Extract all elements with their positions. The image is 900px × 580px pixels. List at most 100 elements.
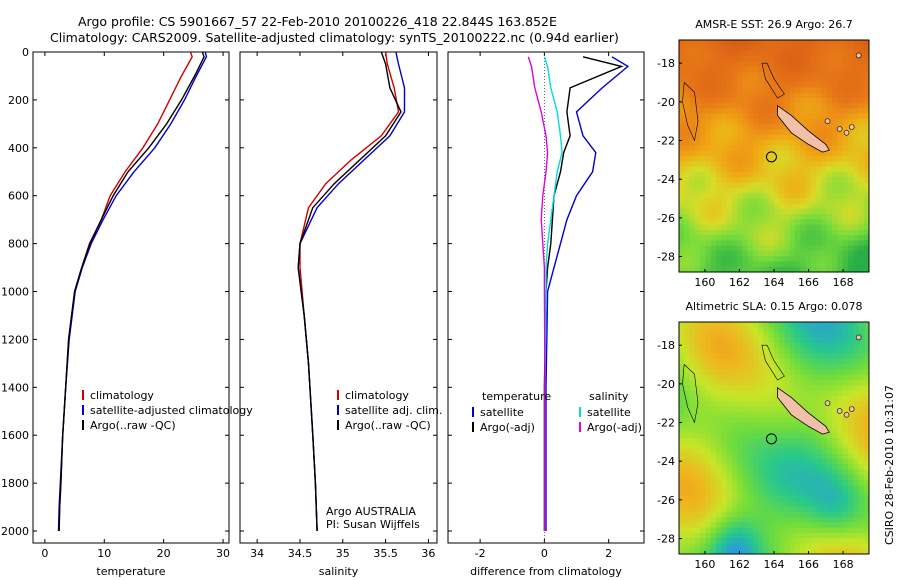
small-island (848, 124, 855, 130)
small-island (843, 130, 850, 136)
reef-contour (761, 344, 785, 381)
sla-map-argo-position-marker (765, 433, 777, 445)
difference-xtick-label: 2 (605, 547, 612, 560)
plots-layer: 0 10 20 30020040060080010001200140016001800… (1, 18, 870, 578)
sla-map-ytick-label: -20 (657, 378, 675, 391)
salinity-xtick-label: 34.5 (288, 547, 313, 560)
reef-contour (682, 363, 699, 424)
difference-axes-frame (447, 51, 645, 544)
temperature-xtick-label: 0 (41, 547, 48, 560)
temperature-series-satellite (57, 52, 208, 532)
sst-map-xtick-label: 164 (764, 276, 785, 289)
salinity-legend-entry: Argo(..raw -QC) (345, 419, 431, 432)
difference-panel: -2 0 2 difference from climatology temperatu… (447, 51, 645, 578)
difference-legend-heading: temperature (482, 390, 551, 403)
difference-xtick-label: 0 (541, 547, 548, 560)
sst-map-field (679, 40, 869, 272)
sla-map-ytick-label: -18 (657, 339, 675, 352)
depth-tick-label: 1800 (1, 477, 29, 490)
small-island (836, 126, 843, 132)
sla-map-title: Altimetric SLA: 0.15 Argo: 0.078 (685, 300, 862, 313)
new-caledonia-island (777, 386, 830, 435)
sst-map-xtick-label: 160 (694, 276, 715, 289)
salinity-series-argo (297, 52, 402, 532)
salinity-x-axis-label: salinity (319, 565, 359, 578)
salinity-axes-frame (239, 51, 438, 544)
depth-tick-label: 800 (8, 238, 29, 251)
sst-map-ytick-label: -24 (657, 173, 675, 186)
difference-legend-heading: salinity (589, 390, 629, 403)
sst-map-xtick-label: 166 (798, 276, 819, 289)
salinity-xtick-label: 35 (336, 547, 350, 560)
sst-map-ytick-label: -28 (657, 251, 675, 264)
sst-map-ytick-label: -26 (657, 212, 675, 225)
small-island (855, 52, 862, 59)
csiro-timestamp: CSIRO 28-Feb-2010 10:31:07 (883, 385, 896, 545)
difference-legend-entry: satellite (480, 406, 524, 419)
salinity-xtick-label: 35.5 (373, 547, 398, 560)
depth-tick-label: 1000 (1, 286, 29, 299)
temperature-legend-entry: Argo(..raw -QC) (90, 419, 176, 432)
sla-map-panel: Altimetric SLA: 0.15 Argo: 0.078 160 162 16… (657, 300, 870, 571)
sst-map-ytick-label: -22 (657, 135, 675, 148)
new-caledonia-island (777, 104, 830, 153)
small-island (843, 411, 850, 418)
depth-tick-label: 600 (8, 190, 29, 203)
sla-map-ytick-label: -28 (657, 533, 675, 546)
sst-map-ytick-label: -18 (657, 57, 675, 70)
small-island (855, 334, 862, 341)
sla-map-xtick-label: 168 (833, 558, 854, 571)
difference-legend-entry: Argo(-adj) (480, 421, 535, 434)
temperature-legend-entry: climatology (90, 389, 154, 402)
sla-map-xtick-label: 166 (798, 558, 819, 571)
small-island (824, 118, 831, 124)
difference-xtick-label: -2 (475, 547, 486, 560)
depth-tick-label: 0 (22, 46, 29, 59)
temperature-panel: 0 10 20 30 0 200 400 600 800 1000 1200 1400 1600 1800… (1, 46, 253, 578)
salinity-annotation: PI: Susan Wijffels (326, 518, 420, 531)
salinity-legend-entry: satellite adj. clim. (345, 404, 442, 417)
reef-contour (761, 62, 785, 99)
salinity-panel: 34 34.5 35 35.5 36 salinity climatology satelli… (239, 51, 442, 578)
sst-map-title: AMSR-E SST: 26.9 Argo: 26.7 (695, 18, 853, 31)
sla-map-xtick-label: 162 (729, 558, 750, 571)
temperature-xtick-label: 30 (216, 547, 230, 560)
depth-tick-label: 2000 (1, 525, 29, 538)
temperature-x-axis-label: temperature (96, 565, 165, 578)
small-island (824, 400, 831, 407)
sst-map-xtick-label: 168 (833, 276, 854, 289)
sla-map-ytick-label: -24 (657, 455, 675, 468)
salinity-xtick-label: 36 (421, 547, 435, 560)
sla-map-field (679, 322, 869, 554)
sst-map-xtick-label: 162 (729, 276, 750, 289)
difference-series-argo_diff (527, 56, 549, 531)
temperature-series-climatology (58, 52, 193, 532)
small-island (836, 408, 843, 414)
depth-tick-label: 400 (8, 142, 29, 155)
difference-legend-entry: Argo(-adj) (587, 421, 642, 434)
depth-tick-label: 1200 (1, 333, 29, 346)
sla-map-ytick-label: -26 (657, 494, 675, 507)
temperature-xtick-label: 20 (157, 547, 171, 560)
difference-legend-entry: satellite (587, 406, 631, 419)
temperature-legend-entry: satellite-adjusted climatology (90, 404, 253, 417)
depth-tick-label: 1600 (1, 429, 29, 442)
salinity-xtick-label: 34 (250, 547, 264, 560)
figure-title-line-1: Argo profile: CS 5901667_57 22-Feb-2010 … (78, 14, 557, 29)
salinity-annotation: Argo AUSTRALIA (326, 505, 416, 518)
sst-map-ytick-label: -20 (657, 96, 675, 109)
reef-contour (682, 81, 699, 142)
sla-map-ytick-label: -22 (657, 417, 675, 430)
salinity-legend-entry: climatology (345, 389, 409, 402)
difference-series-argo (543, 56, 624, 531)
sla-map-xtick-label: 160 (694, 558, 715, 571)
difference-series-satellite (545, 56, 630, 531)
difference-x-axis-label: difference from climatology (470, 565, 622, 578)
small-island (848, 406, 855, 412)
figure-title-line-2: Climatology: CARS2009. Satellite-adjuste… (50, 30, 619, 45)
temperature-axes-frame (32, 51, 230, 544)
sla-map-xtick-label: 164 (764, 558, 785, 571)
depth-tick-label: 1400 (1, 381, 29, 394)
temperature-xtick-label: 10 (97, 547, 111, 560)
